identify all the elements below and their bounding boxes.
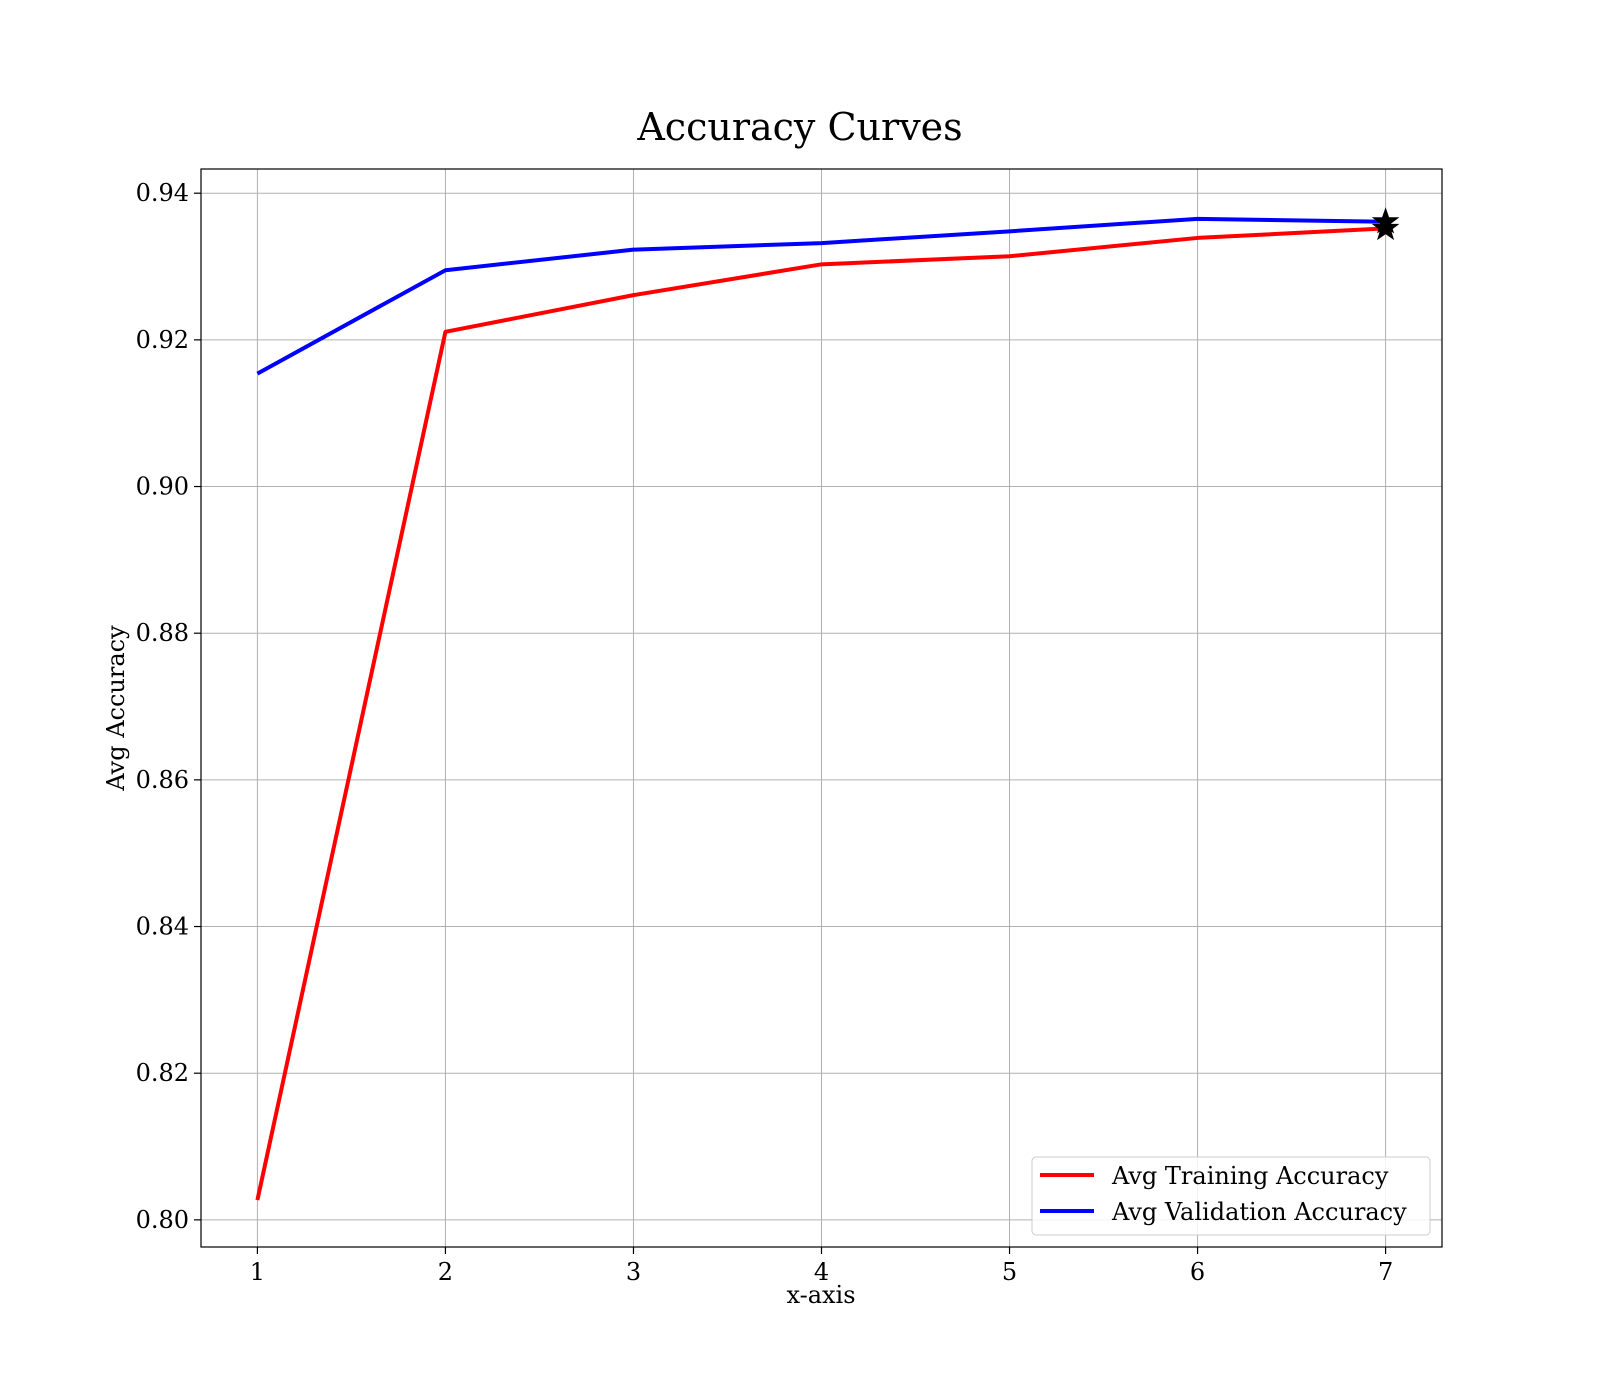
y-tick-label: 0.94: [136, 179, 189, 207]
x-axis-label: x-axis: [786, 1281, 855, 1309]
y-tick-label: 0.92: [136, 326, 189, 354]
y-tick-label: 0.82: [136, 1059, 189, 1087]
grid: [201, 169, 1442, 1247]
x-tick-label: 7: [1378, 1258, 1393, 1286]
legend: Avg Training Accuracy Avg Validation Acc…: [1031, 1156, 1431, 1236]
y-tick-label: 0.86: [136, 766, 189, 794]
x-tick-label: 1: [250, 1258, 265, 1286]
x-tick-label: 3: [626, 1258, 641, 1286]
y-axis-ticks: 0.80 0.82 0.84 0.86 0.88 0.90 0.92 0.94: [136, 179, 201, 1234]
best-marker-star-validation: [1371, 207, 1400, 234]
y-tick-label: 0.80: [136, 1206, 189, 1234]
x-axis-ticks: 1 2 3 4 5 6 7: [250, 1247, 1393, 1286]
x-tick-label: 6: [1190, 1258, 1205, 1286]
y-tick-label: 0.88: [136, 619, 189, 647]
series-line-training: [255, 226, 1386, 1201]
legend-box: [1031, 1156, 1431, 1236]
best-markers: [1371, 207, 1400, 241]
x-tick-label: 5: [1002, 1258, 1017, 1286]
series-line-validation: [256, 216, 1386, 376]
legend-label-training: Avg Training Accuracy: [1111, 1162, 1389, 1190]
y-tick-label: 0.90: [136, 473, 189, 501]
y-tick-label: 0.84: [136, 913, 189, 941]
series: [255, 216, 1386, 1201]
chart-title: Accuracy Curves: [636, 105, 962, 149]
x-tick-label: 4: [814, 1258, 829, 1286]
legend-label-validation: Avg Validation Accuracy: [1111, 1198, 1407, 1226]
y-axis-label: Avg Accuracy: [102, 625, 130, 792]
x-tick-label: 2: [438, 1258, 453, 1286]
